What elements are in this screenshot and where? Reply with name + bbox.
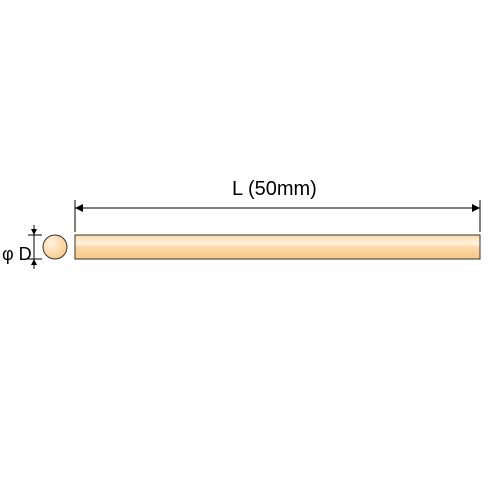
length-label: L (50mm) (232, 178, 317, 201)
diagram-svg (0, 0, 500, 500)
technical-diagram: L (50mm) φ D (0, 0, 500, 500)
diameter-label: φ D (2, 244, 32, 265)
